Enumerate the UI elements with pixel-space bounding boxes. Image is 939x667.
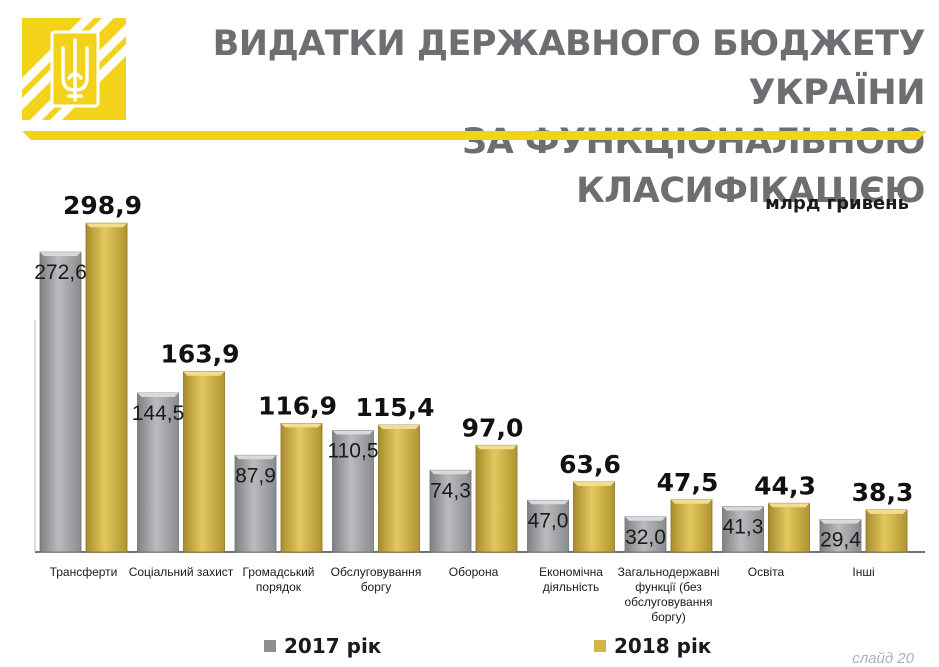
bar-2018 xyxy=(573,481,615,553)
category-label: Освіта xyxy=(748,565,785,579)
data-label-2018: 38,3 xyxy=(852,478,914,507)
bar-2017 xyxy=(527,499,569,553)
category-label: порядок xyxy=(256,580,302,594)
logo-emblem xyxy=(22,18,126,120)
bar-2017-cap xyxy=(820,519,861,524)
data-label-2017: 110,5 xyxy=(328,439,379,462)
bar-2017-cap xyxy=(527,500,569,505)
data-label-2018: 163,9 xyxy=(160,340,239,369)
bar-2018 xyxy=(475,444,518,553)
bar-2018 xyxy=(865,509,908,553)
bar-2017-cap xyxy=(722,506,764,511)
legend-label-2017: 2017 рік xyxy=(284,634,382,658)
bar-2017-cap xyxy=(625,516,666,521)
bar-2018-cap xyxy=(768,503,810,508)
bar-2017 xyxy=(137,392,179,553)
page-title: ВИДАТКИ ДЕРЖАВНОГО БЮДЖЕТУ УКРАЇНИ ЗА ФУ… xyxy=(135,20,926,216)
trident-emblem-icon xyxy=(22,18,126,120)
bar-2017-cap xyxy=(332,430,374,435)
bar-2018-cap xyxy=(86,223,127,228)
bar-2018-cap xyxy=(378,425,420,430)
data-label-2018: 298,9 xyxy=(63,191,142,220)
bar-2018 xyxy=(85,222,128,553)
bar-2018-cap xyxy=(573,482,615,487)
bar-2018-cap xyxy=(476,445,517,450)
category-label: діяльність xyxy=(543,580,599,594)
category-label: Громадський xyxy=(242,565,314,579)
data-label-2018: 115,4 xyxy=(355,393,434,422)
data-label-2018: 63,6 xyxy=(559,450,621,479)
title-underline xyxy=(22,131,927,140)
data-label-2018: 47,5 xyxy=(657,468,719,497)
category-label: Обслуговування xyxy=(331,565,422,579)
category-label: функції (без xyxy=(635,580,702,594)
bar-2018-cap xyxy=(671,499,712,504)
bar-2017 xyxy=(819,519,862,553)
bar-2017-cap xyxy=(235,455,276,460)
title-line-2: ЗА ФУНКЦІОНАЛЬНОЮ КЛАСИФІКАЦІЄЮ xyxy=(462,122,925,211)
bar-2018-cap xyxy=(281,423,322,428)
bar-2018 xyxy=(183,371,225,553)
data-label-2018: 116,9 xyxy=(258,391,337,420)
bar-2017-cap xyxy=(137,393,179,398)
bar-2018 xyxy=(378,424,420,553)
bar-2017-cap xyxy=(430,470,471,475)
bar-2017 xyxy=(234,454,277,553)
legend-swatch-2017 xyxy=(264,640,276,652)
bar-2017-cap xyxy=(40,252,81,257)
title-line-1: ВИДАТКИ ДЕРЖАВНОГО БЮДЖЕТУ УКРАЇНИ xyxy=(212,24,926,113)
category-label: боргу) xyxy=(651,610,686,624)
data-label-2017: 32,0 xyxy=(625,526,666,549)
data-label-2018: 97,0 xyxy=(462,413,524,442)
data-label-2017: 144,5 xyxy=(132,402,185,425)
bar-2018 xyxy=(670,499,713,553)
data-label-2017: 29,4 xyxy=(820,529,861,552)
legend-item-2018: 2018 рік xyxy=(594,634,711,658)
category-label: Оборона xyxy=(449,565,499,579)
bar-chart: 272,6 298,9 Трансферти 144,5 163,9 Соціальний… xyxy=(34,191,925,624)
slide-number: слайд 20 xyxy=(852,650,914,667)
data-label-2017: 272,6 xyxy=(34,261,87,284)
data-label-2017: 41,3 xyxy=(723,516,764,539)
unit-label: млрд гривень xyxy=(765,193,909,214)
data-label-2018: 44,3 xyxy=(754,471,816,500)
category-label: Соціальний захист xyxy=(129,565,234,579)
category-label: Загальнодержавні xyxy=(618,565,720,579)
category-label: Трансферти xyxy=(50,565,118,579)
data-label-2017: 47,0 xyxy=(528,509,569,532)
legend-label-2018: 2018 рік xyxy=(614,634,712,658)
category-label: обслуговування xyxy=(625,595,713,609)
bar-2018 xyxy=(280,423,323,553)
category-label: Економічна xyxy=(539,565,603,579)
bar-2017 xyxy=(332,430,374,553)
legend-item-2017: 2017 рік xyxy=(264,634,381,658)
bar-2017 xyxy=(624,516,667,553)
bar-2017 xyxy=(429,469,472,553)
data-label-2017: 87,9 xyxy=(235,464,276,487)
bar-2018 xyxy=(768,502,810,553)
bar-2018-cap xyxy=(866,509,907,514)
category-label: Інші xyxy=(852,565,874,579)
bar-2017 xyxy=(722,506,764,553)
legend-swatch-2018 xyxy=(594,640,606,652)
bar-2018-cap xyxy=(183,371,225,376)
data-label-2017: 74,3 xyxy=(430,479,471,502)
bar-2017 xyxy=(39,251,82,553)
category-label: боргу xyxy=(361,580,392,594)
